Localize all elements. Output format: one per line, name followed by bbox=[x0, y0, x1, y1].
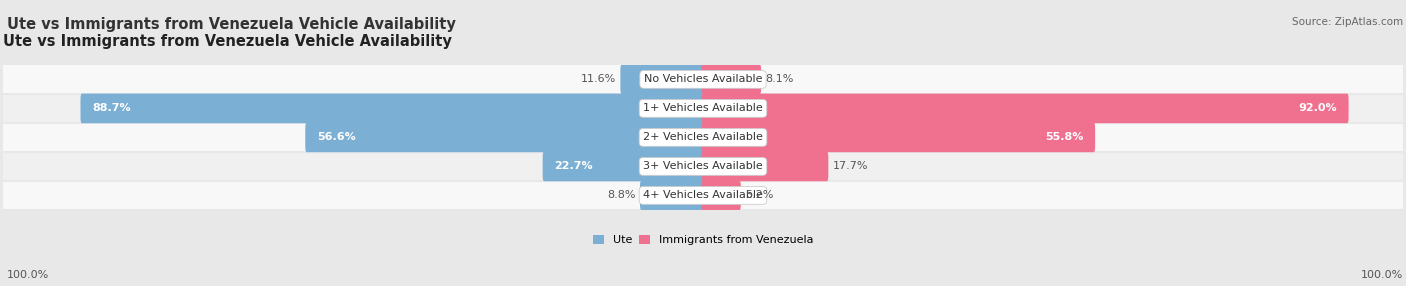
FancyBboxPatch shape bbox=[80, 94, 704, 123]
Legend: Ute, Immigrants from Venezuela: Ute, Immigrants from Venezuela bbox=[593, 235, 813, 245]
Text: 1+ Vehicles Available: 1+ Vehicles Available bbox=[643, 104, 763, 114]
FancyBboxPatch shape bbox=[702, 123, 1095, 152]
FancyBboxPatch shape bbox=[702, 152, 828, 181]
Text: Ute vs Immigrants from Venezuela Vehicle Availability: Ute vs Immigrants from Venezuela Vehicle… bbox=[3, 34, 451, 49]
Bar bbox=[3, 94, 1403, 123]
Text: 8.1%: 8.1% bbox=[765, 74, 794, 84]
Text: 2+ Vehicles Available: 2+ Vehicles Available bbox=[643, 132, 763, 142]
FancyBboxPatch shape bbox=[702, 65, 761, 94]
Text: No Vehicles Available: No Vehicles Available bbox=[644, 74, 762, 84]
Bar bbox=[3, 123, 1403, 152]
Bar bbox=[3, 65, 1403, 94]
Text: Ute vs Immigrants from Venezuela Vehicle Availability: Ute vs Immigrants from Venezuela Vehicle… bbox=[7, 17, 456, 32]
FancyBboxPatch shape bbox=[702, 94, 1348, 123]
FancyBboxPatch shape bbox=[620, 65, 704, 94]
Text: 88.7%: 88.7% bbox=[93, 104, 131, 114]
FancyBboxPatch shape bbox=[305, 123, 704, 152]
Text: Source: ZipAtlas.com: Source: ZipAtlas.com bbox=[1292, 17, 1403, 27]
FancyBboxPatch shape bbox=[640, 181, 704, 210]
Text: 11.6%: 11.6% bbox=[581, 74, 616, 84]
Text: 17.7%: 17.7% bbox=[832, 161, 868, 171]
Text: 100.0%: 100.0% bbox=[7, 270, 49, 280]
Text: 3+ Vehicles Available: 3+ Vehicles Available bbox=[643, 161, 763, 171]
Text: 100.0%: 100.0% bbox=[1361, 270, 1403, 280]
Text: 8.8%: 8.8% bbox=[607, 190, 636, 200]
FancyBboxPatch shape bbox=[543, 152, 704, 181]
Text: 22.7%: 22.7% bbox=[554, 161, 593, 171]
Text: 55.8%: 55.8% bbox=[1045, 132, 1083, 142]
Bar bbox=[3, 181, 1403, 210]
Bar bbox=[3, 152, 1403, 181]
Text: 5.2%: 5.2% bbox=[745, 190, 773, 200]
Text: 56.6%: 56.6% bbox=[318, 132, 356, 142]
Text: 92.0%: 92.0% bbox=[1298, 104, 1337, 114]
Text: 4+ Vehicles Available: 4+ Vehicles Available bbox=[643, 190, 763, 200]
FancyBboxPatch shape bbox=[702, 181, 741, 210]
